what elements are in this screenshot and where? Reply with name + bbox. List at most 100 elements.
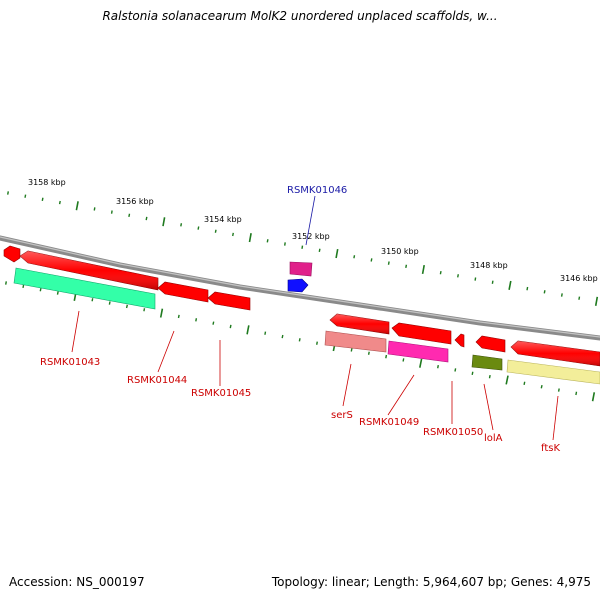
minor-scale-tick: [93, 207, 96, 211]
gene-label-lola[interactable]: lolA: [484, 433, 503, 444]
major-scale-tick: [591, 392, 596, 402]
major-scale-tick: [508, 280, 512, 290]
scale-label-3156: 3156 kbp: [116, 197, 154, 206]
scale-label-3150: 3150 kbp: [381, 247, 419, 256]
minor-scale-tick: [578, 296, 581, 300]
minor-scale-tick: [298, 338, 301, 342]
gene-arrow-lola[interactable]: [475, 335, 506, 353]
major-scale-tick: [248, 233, 252, 243]
minor-scale-tick: [212, 321, 215, 325]
minor-scale-tick: [24, 194, 27, 198]
minor-scale-tick: [177, 314, 180, 319]
minor-scale-tick: [301, 245, 304, 249]
gene-arrow-rsmk01050[interactable]: [454, 333, 465, 348]
minor-scale-tick: [471, 371, 474, 376]
minor-scale-tick: [108, 301, 111, 305]
minor-scale-tick: [143, 308, 146, 312]
minor-scale-tick: [353, 255, 356, 259]
minor-scale-tick: [405, 264, 408, 269]
minor-scale-tick: [439, 270, 442, 275]
minor-scale-tick: [575, 391, 578, 396]
minor-scale-tick: [543, 290, 546, 294]
minor-scale-tick: [523, 381, 526, 386]
gene-label-sers[interactable]: serS: [331, 410, 353, 421]
gene-label-rsmk01045[interactable]: RSMK01045: [191, 388, 251, 399]
major-scale-tick: [505, 375, 509, 385]
minor-scale-tick: [7, 191, 9, 195]
minor-scale-tick: [526, 286, 529, 291]
minor-scale-tick: [232, 232, 234, 237]
minor-scale-tick: [318, 248, 321, 253]
minor-scale-tick: [58, 200, 61, 205]
minor-scale-tick: [488, 374, 491, 379]
gene-label-rsmk01043[interactable]: RSMK01043: [40, 357, 100, 368]
accession-text: Accession: NS_000197: [9, 575, 145, 589]
minor-scale-tick: [350, 348, 353, 352]
minor-scale-tick: [195, 318, 198, 322]
minor-scale-tick: [5, 281, 7, 285]
salmon-feature-sers[interactable]: [324, 330, 387, 353]
minor-scale-tick: [284, 242, 286, 246]
scale-label-3148: 3148 kbp: [470, 261, 508, 270]
gene-label-rsmk01049[interactable]: RSMK01049: [359, 417, 419, 428]
minor-scale-tick: [229, 324, 232, 329]
minor-scale-tick: [281, 334, 284, 339]
gene-label-ftsk[interactable]: ftsK: [541, 443, 560, 454]
major-scale-tick: [335, 248, 339, 259]
gene-arrow-rsmk01042[interactable]: [3, 245, 21, 263]
gene-arrow-rsmk01049[interactable]: [391, 322, 452, 345]
scale-label-3154: 3154 kbp: [204, 215, 242, 224]
gene-label-rsmk01046[interactable]: RSMK01046: [287, 185, 347, 196]
page-title: Ralstonia solanacearum MolK2 unordered u…: [102, 9, 498, 23]
major-scale-tick: [246, 325, 250, 335]
gene-arrow-rsmk01045[interactable]: [207, 291, 251, 311]
leader-line-rsmk01046: [305, 195, 316, 246]
minor-scale-tick: [491, 280, 494, 284]
major-scale-tick: [421, 264, 425, 275]
minor-scale-tick: [540, 384, 543, 389]
gene-leader-lines: [71, 310, 559, 441]
scale-label-3158: 3158 kbp: [28, 178, 66, 187]
gene-arrow-sers[interactable]: [329, 313, 390, 335]
minor-scale-tick: [180, 223, 183, 227]
gene-label-rsmk01050[interactable]: RSMK01050: [423, 427, 483, 438]
major-scale-tick: [75, 201, 79, 211]
minor-scale-tick: [56, 291, 59, 295]
minor-scale-tick: [474, 277, 477, 281]
upper-scale-ticks: [7, 191, 599, 306]
minor-scale-tick: [264, 331, 267, 335]
minor-scale-tick: [91, 298, 94, 302]
topology-summary: Topology: linear; Length: 5,964,607 bp; …: [271, 575, 591, 589]
major-scale-tick: [419, 358, 423, 368]
minor-scale-tick: [110, 210, 113, 214]
olive-feature-lola[interactable]: [471, 354, 503, 371]
major-scale-tick: [162, 217, 166, 227]
minor-scale-tick: [437, 364, 439, 369]
minor-scale-tick: [560, 293, 563, 297]
minor-scale-tick: [128, 213, 131, 218]
minor-scale-tick: [367, 351, 370, 355]
minor-scale-tick: [266, 239, 269, 243]
lower-scale-ticks: [5, 281, 596, 402]
minor-scale-tick: [385, 354, 388, 359]
minor-scale-tick: [41, 197, 44, 202]
scale-label-3146: 3146 kbp: [560, 274, 598, 283]
minor-scale-tick: [39, 287, 42, 292]
minor-scale-tick: [557, 388, 560, 392]
minor-scale-tick: [316, 341, 318, 345]
minor-scale-tick: [370, 258, 373, 262]
gene-feature-rsmk01046[interactable]: [289, 261, 313, 277]
minor-scale-tick: [454, 368, 457, 372]
minor-scale-tick: [387, 261, 390, 265]
minor-scale-tick: [402, 358, 405, 362]
gene-arrow-rsmk01046[interactable]: [287, 278, 309, 293]
major-scale-tick: [594, 296, 599, 306]
gene-arrow-rsmk01044[interactable]: [157, 281, 209, 303]
minor-scale-tick: [22, 284, 25, 289]
minor-scale-tick: [457, 274, 459, 278]
yellow-feature-ftsk[interactable]: [506, 359, 600, 385]
magenta-feature-rsmk01049[interactable]: [387, 340, 449, 363]
gene-label-rsmk01044[interactable]: RSMK01044: [127, 375, 187, 386]
minor-scale-tick: [197, 226, 200, 230]
